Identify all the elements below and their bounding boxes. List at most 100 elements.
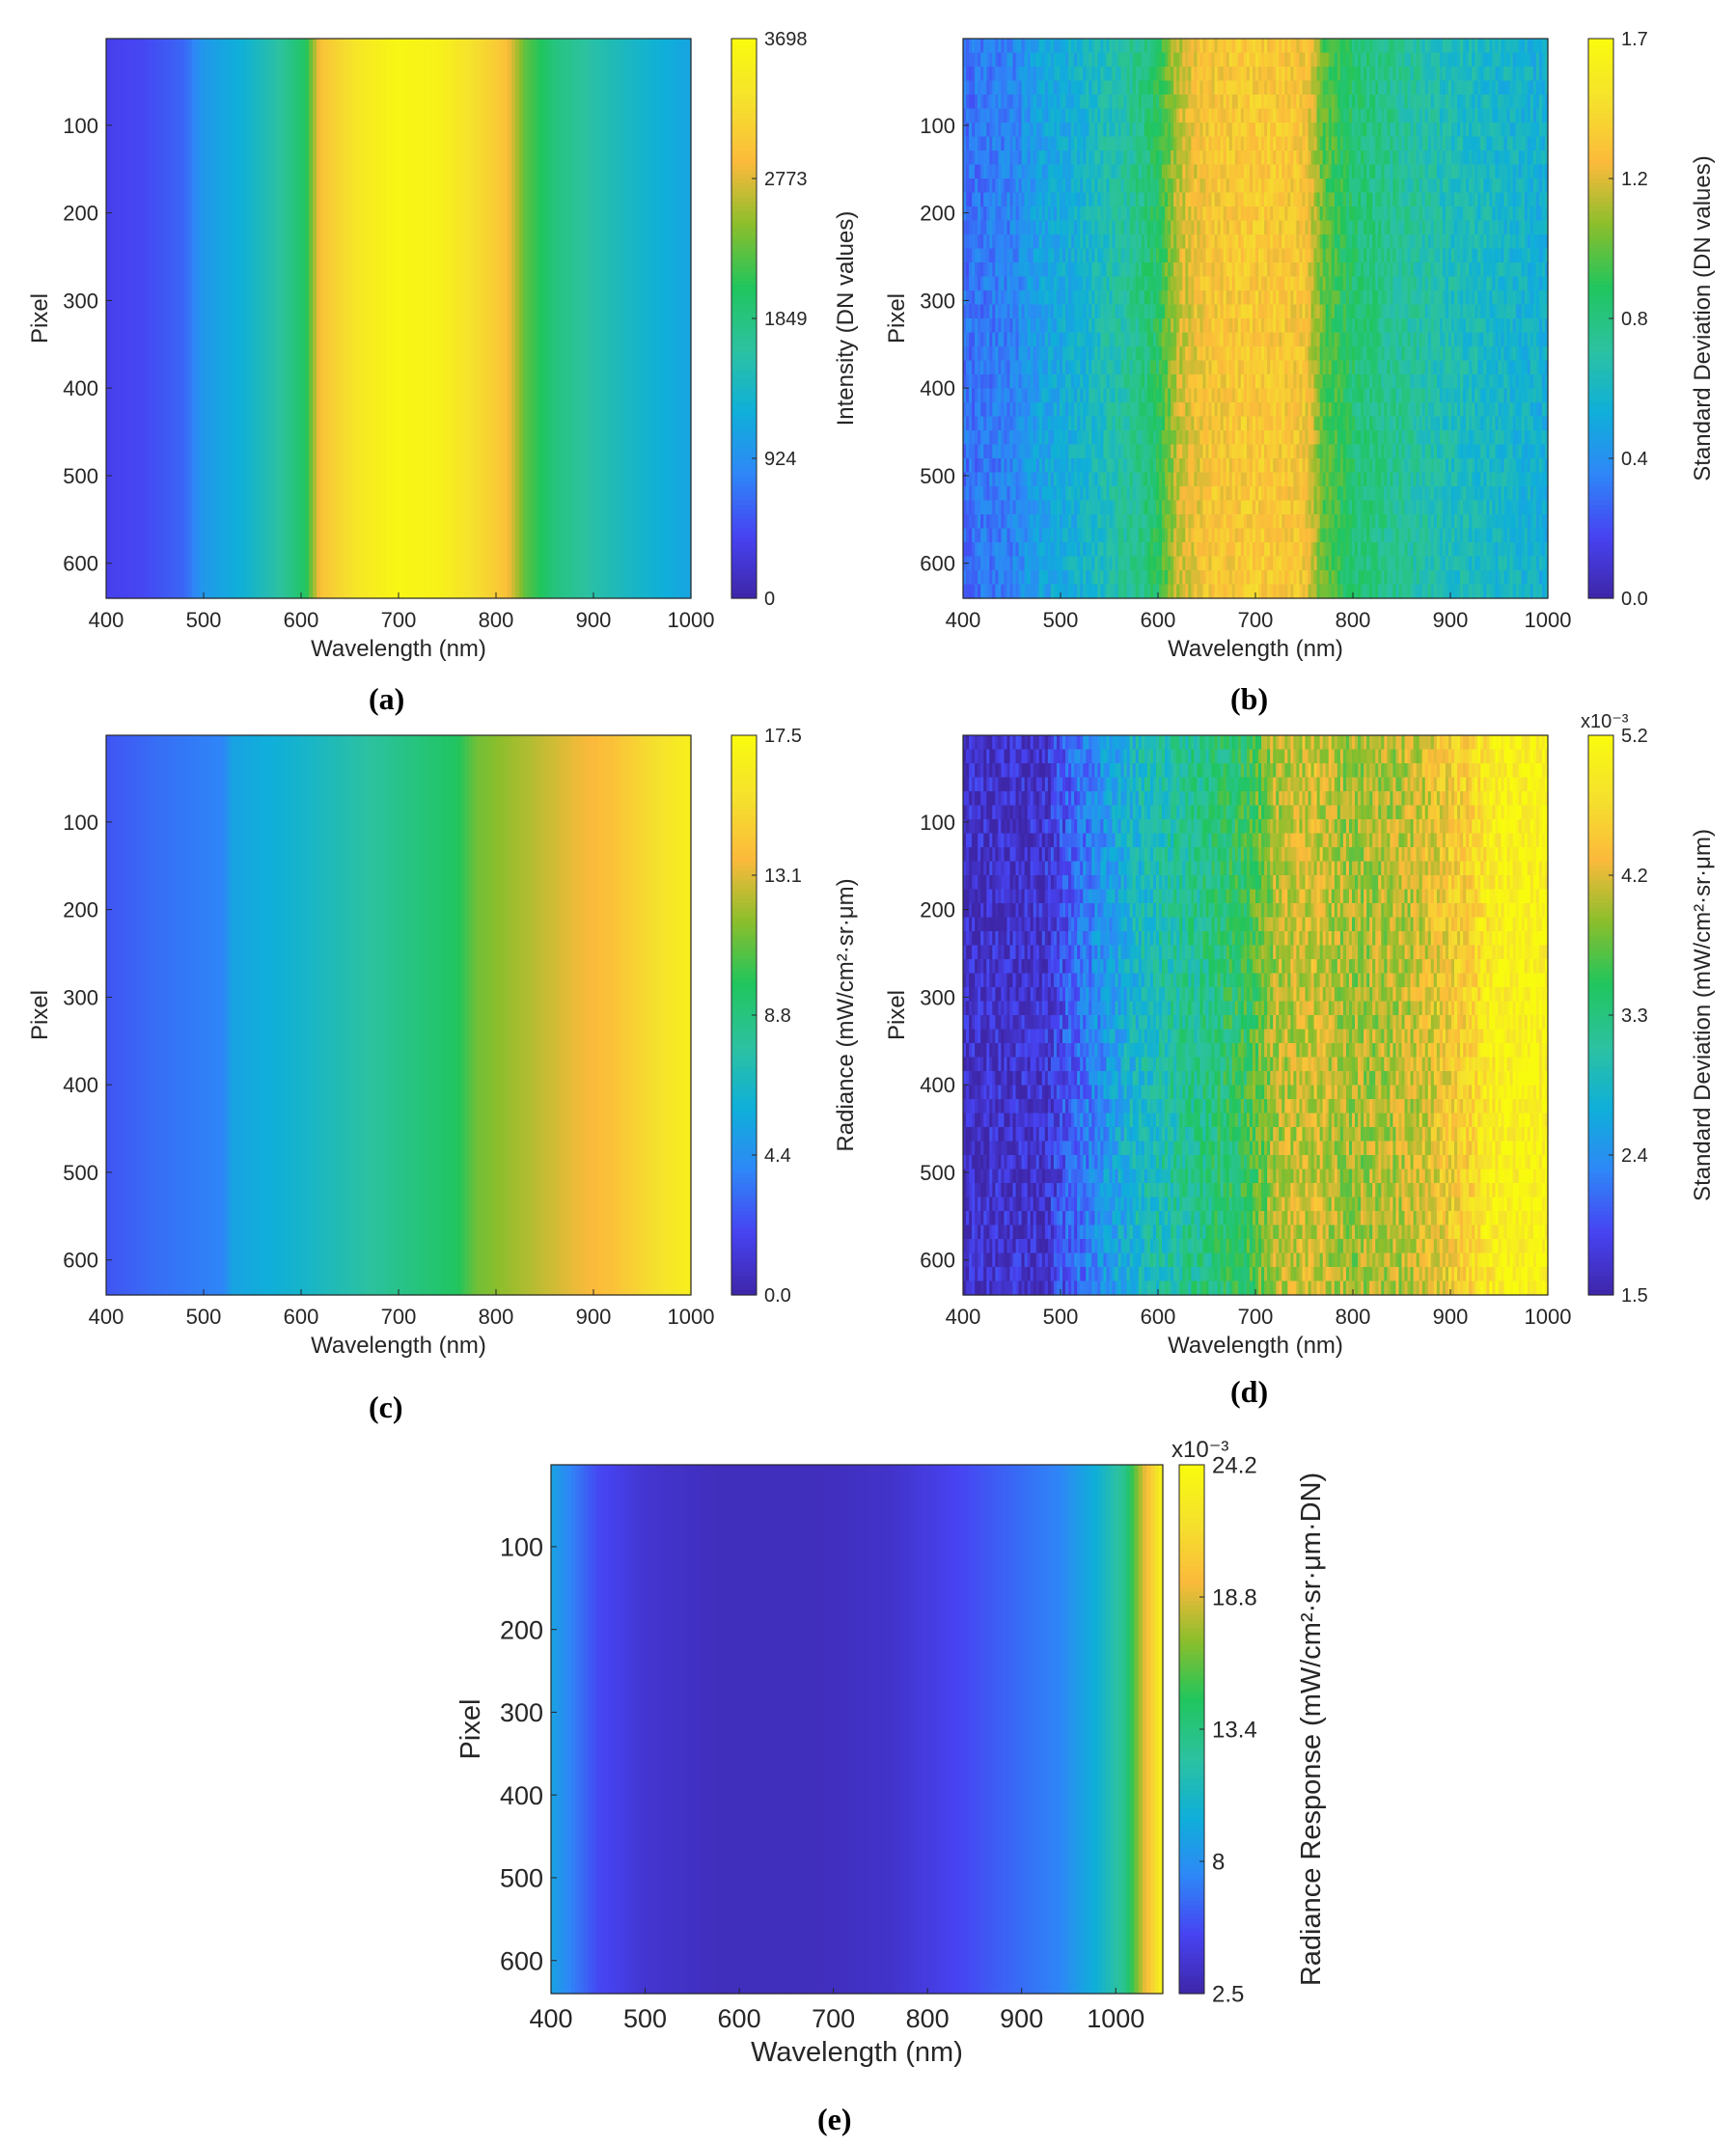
heatmap-cell [1410, 234, 1415, 250]
heatmap-cell [1284, 136, 1288, 151]
heatmap-cell [1506, 276, 1511, 291]
heatmap-cell [1226, 39, 1230, 54]
colorbar-segment [731, 253, 757, 259]
heatmap-cell [1112, 164, 1116, 179]
heatmap-cell [980, 67, 984, 82]
heatmap-cell [1001, 304, 1006, 319]
heatmap-cell [975, 234, 978, 250]
heatmap-cell [640, 39, 646, 599]
heatmap-cell [992, 151, 996, 166]
heatmap-cell [1442, 95, 1447, 110]
heatmap-cell [1202, 52, 1207, 68]
heatmap-cell [983, 346, 987, 362]
heatmap-cell [1191, 276, 1195, 291]
heatmap-cell [1152, 67, 1157, 82]
heatmap-cell [1223, 290, 1227, 306]
heatmap-cell [975, 95, 978, 110]
heatmap-cell [1419, 67, 1423, 82]
heatmap-cell [1243, 192, 1248, 207]
heatmap-cell [1152, 346, 1157, 362]
heatmap-cell [1141, 332, 1145, 347]
heatmap-cell [1538, 136, 1543, 151]
heatmap-cell [1401, 136, 1406, 151]
heatmap-cell [1439, 304, 1444, 319]
heatmap-cell [1117, 108, 1122, 124]
heatmap-cell [1384, 52, 1388, 68]
heatmap-cell [1004, 179, 1008, 194]
heatmap-cell [1044, 290, 1049, 306]
heatmap-cell [1062, 234, 1066, 250]
colorbar-segment [731, 421, 757, 427]
heatmap-cell [1226, 179, 1230, 194]
heatmap-cell [1381, 234, 1385, 250]
heatmap-cell [1319, 262, 1324, 278]
heatmap-cell [1138, 179, 1143, 194]
heatmap-cell [1421, 179, 1426, 194]
heatmap-cell [1336, 164, 1341, 179]
heatmap-cell [1474, 67, 1478, 82]
heatmap-cell [1144, 346, 1148, 362]
heatmap-cell [1173, 332, 1177, 347]
heatmap-cell [1176, 108, 1180, 124]
heatmap-cell [975, 304, 978, 319]
heatmap-cell [1445, 39, 1449, 54]
heatmap-cell [1384, 318, 1388, 334]
heatmap-cell [995, 318, 999, 334]
heatmap-cell [1375, 332, 1379, 347]
heatmap-cell [1033, 123, 1037, 138]
heatmap-cell [1421, 108, 1426, 124]
heatmap-cell [1068, 95, 1072, 110]
heatmap-cell [1030, 52, 1034, 68]
heatmap-cell [1358, 67, 1362, 82]
heatmap-cell [1378, 290, 1382, 306]
heatmap-cell [1544, 318, 1549, 334]
heatmap-cell [1489, 136, 1494, 151]
heatmap-cell [1270, 39, 1274, 54]
heatmap-cell [992, 123, 996, 138]
heatmap-cell [1477, 67, 1481, 82]
heatmap-cell [1146, 179, 1151, 194]
heatmap-cell [1413, 332, 1418, 347]
heatmap-cell [1480, 52, 1484, 68]
heatmap-cell [1168, 290, 1171, 306]
heatmap-cell [1001, 332, 1006, 347]
heatmap-cell [992, 192, 996, 207]
heatmap-cell [1152, 290, 1157, 306]
heatmap-cell [1401, 346, 1406, 362]
heatmap-cell [1501, 318, 1505, 334]
heatmap-cell [1390, 234, 1394, 250]
heatmap-cell [966, 192, 970, 207]
heatmap-cell [1290, 304, 1294, 319]
heatmap-cell [1463, 290, 1467, 306]
heatmap-cell [1322, 220, 1327, 235]
heatmap-cell [1358, 52, 1362, 68]
heatmap-cell [133, 39, 138, 599]
heatmap-cell [1188, 290, 1192, 306]
heatmap-cell [1197, 164, 1201, 179]
heatmap-cell [1375, 151, 1379, 166]
heatmap-cell [1345, 346, 1350, 362]
heatmap-cell [966, 290, 970, 306]
heatmap-cell [1355, 52, 1359, 68]
heatmap-cell [1129, 234, 1134, 250]
heatmap-cell [1132, 290, 1137, 306]
heatmap-cell [1077, 164, 1081, 179]
heatmap-cell [1138, 39, 1143, 54]
heatmap-cell [1342, 346, 1347, 362]
heatmap-cell [1126, 151, 1131, 166]
heatmap-cell [1281, 95, 1285, 110]
heatmap-cell [1062, 39, 1066, 54]
colorbar-segment [731, 230, 757, 235]
heatmap-cell [1211, 248, 1216, 263]
heatmap-cell [1407, 108, 1412, 124]
heatmap-cell [1152, 276, 1157, 291]
heatmap-cell [1208, 151, 1213, 166]
heatmap-cell [1088, 304, 1092, 319]
heatmap-cell [1194, 262, 1198, 278]
heatmap-cell [1205, 151, 1210, 166]
heatmap-cell [989, 332, 993, 347]
heatmap-cell [1348, 262, 1353, 278]
colorbar-segment [731, 47, 757, 54]
heatmap-cell [1117, 52, 1122, 68]
heatmap-cell [1088, 179, 1092, 194]
